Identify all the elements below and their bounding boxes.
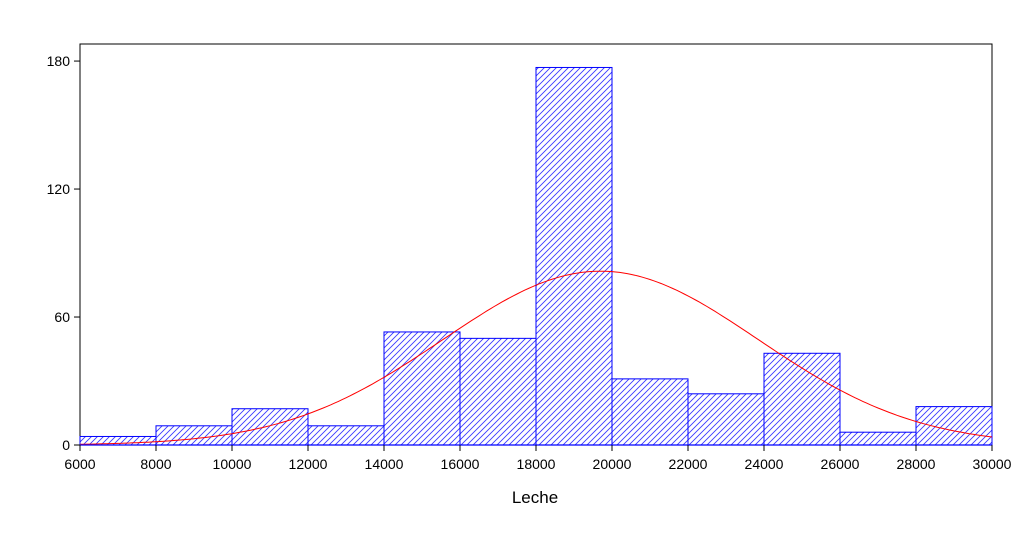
x-tick-label: 28000 bbox=[897, 456, 936, 472]
x-tick-label: 12000 bbox=[289, 456, 328, 472]
histogram-bar bbox=[459, 337, 537, 446]
histogram-bar bbox=[915, 406, 993, 446]
x-tick-label: 20000 bbox=[593, 456, 632, 472]
x-tick-label: 18000 bbox=[517, 456, 556, 472]
histogram-bar bbox=[383, 331, 461, 446]
histogram-bar bbox=[611, 378, 689, 446]
y-tick-label: 60 bbox=[54, 309, 70, 325]
histogram-bar bbox=[839, 431, 917, 446]
histogram-bar bbox=[763, 352, 841, 446]
x-tick-label: 6000 bbox=[64, 456, 95, 472]
x-tick-label: 14000 bbox=[365, 456, 404, 472]
x-tick-label: 8000 bbox=[140, 456, 171, 472]
normal-density-curve bbox=[79, 270, 993, 445]
x-axis: 6000 8000 10000 12000 14000 16000 18000 20000 22… bbox=[64, 445, 1012, 472]
x-axis-title: Leche bbox=[512, 488, 558, 507]
x-tick-label: 26000 bbox=[821, 456, 860, 472]
x-tick-label: 24000 bbox=[745, 456, 784, 472]
histogram-bar bbox=[307, 425, 385, 446]
x-tick-label: 16000 bbox=[441, 456, 480, 472]
y-tick-label: 180 bbox=[47, 53, 71, 69]
x-tick-label: 10000 bbox=[213, 456, 252, 472]
histogram-bar bbox=[231, 408, 309, 446]
histogram-bar bbox=[535, 66, 613, 446]
histogram-bars bbox=[79, 66, 993, 446]
y-tick-label: 120 bbox=[47, 181, 71, 197]
y-axis: 0 60 120 180 bbox=[47, 53, 80, 453]
histogram-bar bbox=[687, 393, 765, 446]
x-tick-label: 22000 bbox=[669, 456, 708, 472]
y-tick-label: 0 bbox=[62, 437, 70, 453]
x-tick-label: 30000 bbox=[973, 456, 1012, 472]
